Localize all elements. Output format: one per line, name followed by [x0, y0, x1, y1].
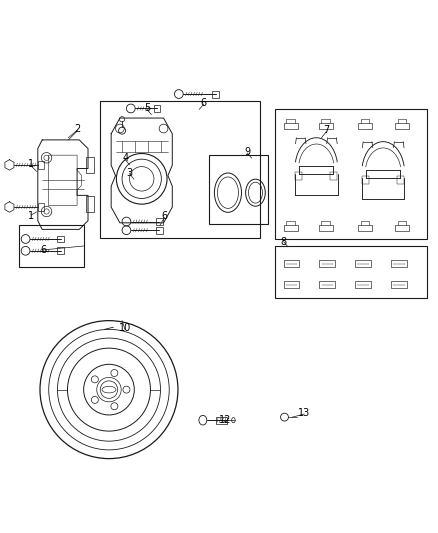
Bar: [295, 172, 302, 180]
Bar: [19, 224, 84, 268]
Bar: [57, 236, 64, 243]
Bar: [275, 246, 427, 298]
Text: 1: 1: [28, 211, 34, 221]
Bar: [355, 261, 371, 268]
Bar: [284, 261, 299, 268]
Bar: [86, 197, 94, 212]
Bar: [319, 261, 335, 268]
Text: 6: 6: [161, 211, 167, 221]
Bar: [330, 172, 337, 180]
Bar: [318, 123, 332, 129]
Text: 5: 5: [144, 103, 150, 114]
Bar: [57, 247, 64, 254]
Bar: [38, 161, 44, 169]
Bar: [153, 105, 160, 112]
Text: 6: 6: [201, 98, 207, 108]
Text: 6: 6: [40, 245, 46, 255]
Bar: [155, 218, 162, 225]
Bar: [86, 157, 94, 173]
Bar: [318, 224, 332, 231]
Bar: [319, 281, 335, 288]
Bar: [362, 176, 369, 184]
Bar: [397, 176, 404, 184]
Bar: [216, 417, 227, 424]
Bar: [100, 101, 260, 238]
Bar: [275, 109, 427, 239]
Bar: [209, 155, 268, 224]
Text: 9: 9: [244, 147, 251, 157]
Bar: [391, 281, 407, 288]
Text: 13: 13: [298, 408, 310, 418]
Bar: [284, 224, 297, 231]
Bar: [38, 203, 44, 211]
Text: 2: 2: [74, 124, 80, 134]
Text: 10: 10: [119, 324, 131, 334]
Bar: [358, 123, 372, 129]
Text: 12: 12: [219, 415, 232, 425]
Text: 8: 8: [281, 238, 287, 247]
Text: 3: 3: [127, 168, 133, 177]
Text: 1: 1: [28, 159, 34, 169]
Bar: [212, 91, 219, 98]
Bar: [395, 123, 409, 129]
Bar: [355, 281, 371, 288]
Bar: [391, 261, 407, 268]
Bar: [155, 227, 162, 234]
Bar: [284, 281, 299, 288]
Text: 7: 7: [323, 125, 329, 135]
Text: 4: 4: [122, 153, 128, 163]
Bar: [395, 224, 409, 231]
Bar: [284, 123, 297, 129]
Bar: [358, 224, 372, 231]
